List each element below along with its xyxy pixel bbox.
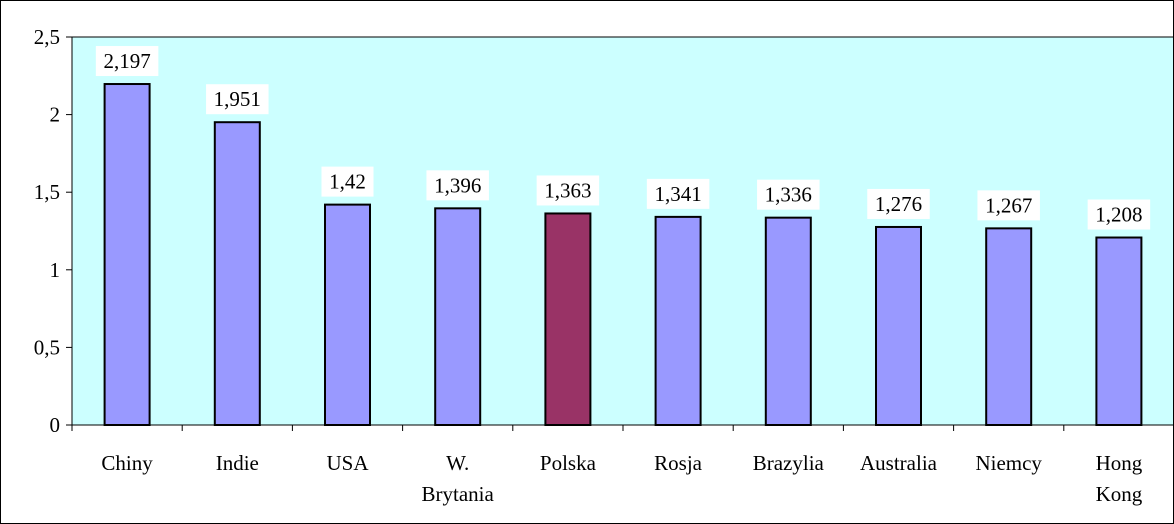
data-label-box bbox=[867, 188, 930, 219]
x-tick-label: Indie bbox=[216, 451, 259, 475]
data-label-box bbox=[536, 175, 600, 206]
x-tick-label: Polska bbox=[540, 451, 597, 475]
data-label-box bbox=[95, 46, 159, 77]
bar bbox=[544, 212, 592, 426]
data-label-box bbox=[977, 190, 1040, 221]
x-tick-label: Kong bbox=[1096, 482, 1143, 506]
bar bbox=[213, 121, 261, 426]
bar bbox=[985, 227, 1033, 426]
y-tick-label: 1 bbox=[50, 258, 61, 282]
data-label-box bbox=[321, 166, 374, 197]
bars bbox=[103, 83, 1143, 426]
bar bbox=[764, 216, 812, 426]
x-axis-labels: Chiny Indie USA W. Brytania Polska Rosja Brazyl… bbox=[101, 451, 1142, 506]
data-label: 1,336 bbox=[765, 183, 812, 207]
y-tick-label: 1,5 bbox=[34, 180, 60, 204]
data-label: 1,276 bbox=[875, 192, 922, 216]
bar bbox=[103, 83, 151, 426]
y-tick-label: 2 bbox=[50, 103, 61, 127]
data-label: 1,42 bbox=[329, 170, 366, 194]
bar bbox=[654, 215, 702, 426]
x-tick-label: Brazylia bbox=[753, 451, 825, 475]
data-label: 1,341 bbox=[654, 182, 701, 206]
data-label: 1,363 bbox=[544, 178, 591, 202]
y-tick-label: 0 bbox=[50, 413, 61, 437]
y-tick-label: 0,5 bbox=[34, 335, 60, 359]
x-tick-label: Australia bbox=[860, 451, 938, 475]
data-label-box bbox=[757, 179, 820, 210]
data-label-box bbox=[646, 178, 710, 209]
data-label-box bbox=[1087, 199, 1151, 230]
bar bbox=[1095, 236, 1143, 426]
data-label-box bbox=[206, 84, 269, 115]
data-label: 1,951 bbox=[214, 87, 261, 111]
data-label-box bbox=[426, 170, 489, 201]
x-tick-label: Rosja bbox=[654, 451, 703, 475]
bar bbox=[324, 203, 371, 426]
data-label: 1,267 bbox=[985, 193, 1032, 217]
x-tick-label: USA bbox=[326, 451, 369, 475]
x-tick-label: Chiny bbox=[101, 451, 153, 475]
data-labels: 2,197 1,951 1,42 1,396 1,363 1,341 1,336 1,276 1… bbox=[95, 46, 1151, 230]
y-tick-label: 2,5 bbox=[34, 25, 60, 49]
x-tick-label: Hong bbox=[1096, 451, 1143, 475]
bar bbox=[875, 225, 922, 426]
x-tick-label: Brytania bbox=[422, 482, 495, 506]
bar bbox=[434, 207, 482, 426]
data-label: 1,396 bbox=[434, 173, 481, 197]
data-label: 1,208 bbox=[1095, 203, 1142, 227]
axes: 0 0,5 1 1,5 2 2,5 bbox=[34, 25, 1174, 437]
x-tick-label: Niemcy bbox=[975, 451, 1042, 475]
data-label: 2,197 bbox=[103, 49, 150, 73]
x-tick-label: W. bbox=[446, 451, 469, 475]
